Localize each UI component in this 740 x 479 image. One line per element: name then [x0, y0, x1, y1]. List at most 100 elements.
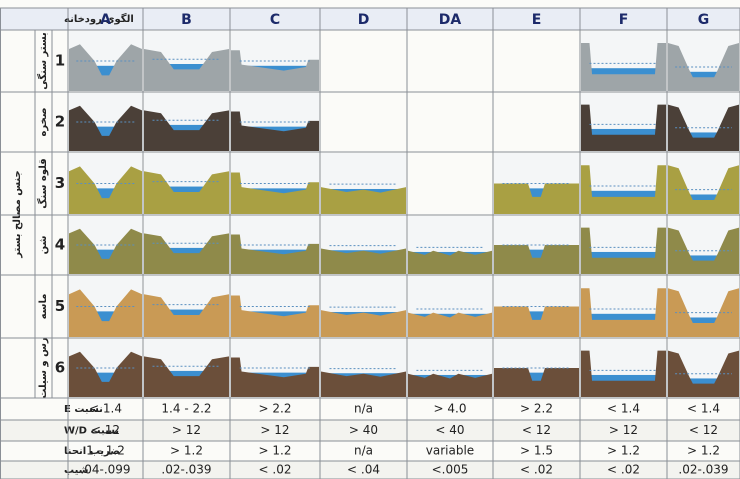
metric-value: > 12: [260, 423, 289, 437]
metric-value: .04-.099: [80, 463, 130, 477]
metric-value: < .02: [607, 463, 640, 477]
column-label: F: [619, 12, 629, 28]
row-number: 6: [55, 359, 65, 377]
cross-section: [668, 31, 739, 91]
cross-section: [144, 216, 229, 274]
metric-label: نسبت E: [64, 404, 103, 415]
ground: [69, 44, 142, 91]
ground: [321, 248, 406, 274]
cross-section: [144, 276, 229, 337]
header-band: [0, 8, 740, 30]
row-number: 3: [55, 174, 65, 192]
ground: [231, 295, 319, 337]
metric-value: <.005: [432, 463, 469, 477]
metric-value: n/a: [354, 402, 373, 416]
metric-value: > 1.2: [687, 444, 720, 458]
cross-section: [494, 339, 579, 397]
ground: [581, 350, 666, 397]
ground: [408, 250, 492, 274]
metric-value: .02-.039: [678, 463, 728, 477]
cross-section: [69, 153, 142, 214]
metric-value: > 1.2: [607, 444, 640, 458]
ground: [408, 312, 492, 337]
cross-section: [231, 93, 319, 151]
row-material: قلوه سنگ: [37, 158, 49, 208]
ground: [494, 183, 579, 214]
ground: [494, 368, 579, 397]
cross-section: [668, 216, 739, 274]
row-material: بستر سنگی: [36, 32, 49, 90]
ground: [321, 310, 406, 337]
ground: [668, 43, 739, 91]
metric-value: > 2.2: [259, 402, 292, 416]
cross-section: [321, 216, 406, 274]
metric-label: ضریب انحنا: [64, 446, 120, 457]
cross-section: [494, 216, 579, 274]
ground: [581, 288, 666, 337]
row-material: صخره: [38, 108, 49, 137]
cross-section: [408, 339, 492, 397]
ground: [69, 105, 142, 151]
ground: [668, 227, 739, 274]
metric-value: < .02: [520, 463, 553, 477]
cross-section: [321, 339, 406, 397]
cross-section: [581, 31, 666, 91]
row-number: 5: [55, 297, 65, 315]
ground: [321, 187, 406, 214]
metric-band: [0, 461, 740, 479]
ground: [668, 165, 739, 214]
metric-value: > 2.2: [520, 402, 553, 416]
ground: [231, 111, 319, 151]
column-label: DA: [439, 12, 462, 28]
metric-value: > 12: [609, 423, 638, 437]
ground: [321, 371, 406, 397]
metric-band: [0, 420, 740, 441]
cross-section: [321, 276, 406, 337]
cross-section: [668, 276, 739, 337]
metric-value: variable: [426, 444, 474, 458]
metric-value: < 12: [689, 423, 718, 437]
metric-value: < 12: [522, 423, 551, 437]
ground: [668, 350, 739, 397]
cross-section: [231, 31, 319, 91]
ground: [668, 288, 739, 337]
row-number: 2: [55, 113, 65, 131]
cross-section: [231, 153, 319, 214]
header-title: الگوی رودخانه: [64, 12, 134, 25]
cross-section: [69, 93, 142, 151]
cross-section: [231, 339, 319, 397]
cross-section: [668, 339, 739, 397]
ground: [581, 43, 666, 91]
cross-section: [494, 276, 579, 337]
ground: [581, 227, 666, 274]
column-label: B: [181, 12, 192, 28]
column-label: A: [100, 12, 111, 28]
ground: [69, 228, 142, 274]
metric-value: 1.4 - 2.2: [161, 402, 211, 416]
cross-section: [144, 153, 229, 214]
ground: [69, 166, 142, 214]
cross-section: [69, 31, 142, 91]
cross-section: [668, 93, 739, 151]
row-material: شن: [38, 235, 49, 254]
ground: [231, 357, 319, 397]
cross-section: [144, 31, 229, 91]
metric-value: < 1.4: [607, 402, 640, 416]
metric-value: > 1.5: [520, 444, 553, 458]
cross-section: [408, 216, 492, 274]
ground: [494, 306, 579, 337]
column-label: G: [698, 12, 710, 28]
column-label: D: [358, 12, 370, 28]
metric-value: < .02: [259, 463, 292, 477]
metric-band: [0, 441, 740, 461]
metric-value: < 1.4: [89, 402, 122, 416]
ground: [231, 234, 319, 274]
column-label: E: [532, 12, 542, 28]
row-number: 1: [55, 52, 65, 70]
ground: [668, 104, 739, 151]
cross-section: [69, 339, 142, 397]
metric-value: < 12: [91, 423, 120, 437]
ground: [581, 165, 666, 214]
cross-section: [144, 93, 229, 151]
metric-label: شیب: [64, 465, 89, 476]
